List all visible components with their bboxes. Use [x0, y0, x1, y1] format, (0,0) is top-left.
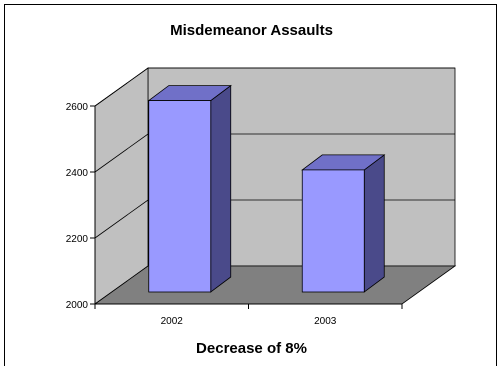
x-tick-label-2002: 2002: [161, 316, 184, 327]
side-wall: [94, 67, 149, 305]
bar-2002: [148, 100, 212, 293]
bar-2003: [301, 169, 365, 293]
chart-border: [4, 4, 497, 366]
x-tick-label-2003: 2003: [314, 316, 337, 327]
gridline-3: [94, 67, 455, 107]
bar-side-2002: [210, 84, 232, 293]
chart-title: Misdemeanor Assaults: [170, 22, 333, 39]
chart-xlabel: Decrease of 8%: [196, 340, 307, 357]
y-tick-label-2: 2400: [66, 168, 89, 179]
gridline-2: [94, 133, 455, 173]
y-tick-label-3: 2600: [66, 102, 89, 113]
bar-side-2003: [363, 154, 385, 293]
y-tick-label-0: 2000: [66, 300, 89, 311]
y-tick-label-1: 2200: [66, 234, 89, 245]
